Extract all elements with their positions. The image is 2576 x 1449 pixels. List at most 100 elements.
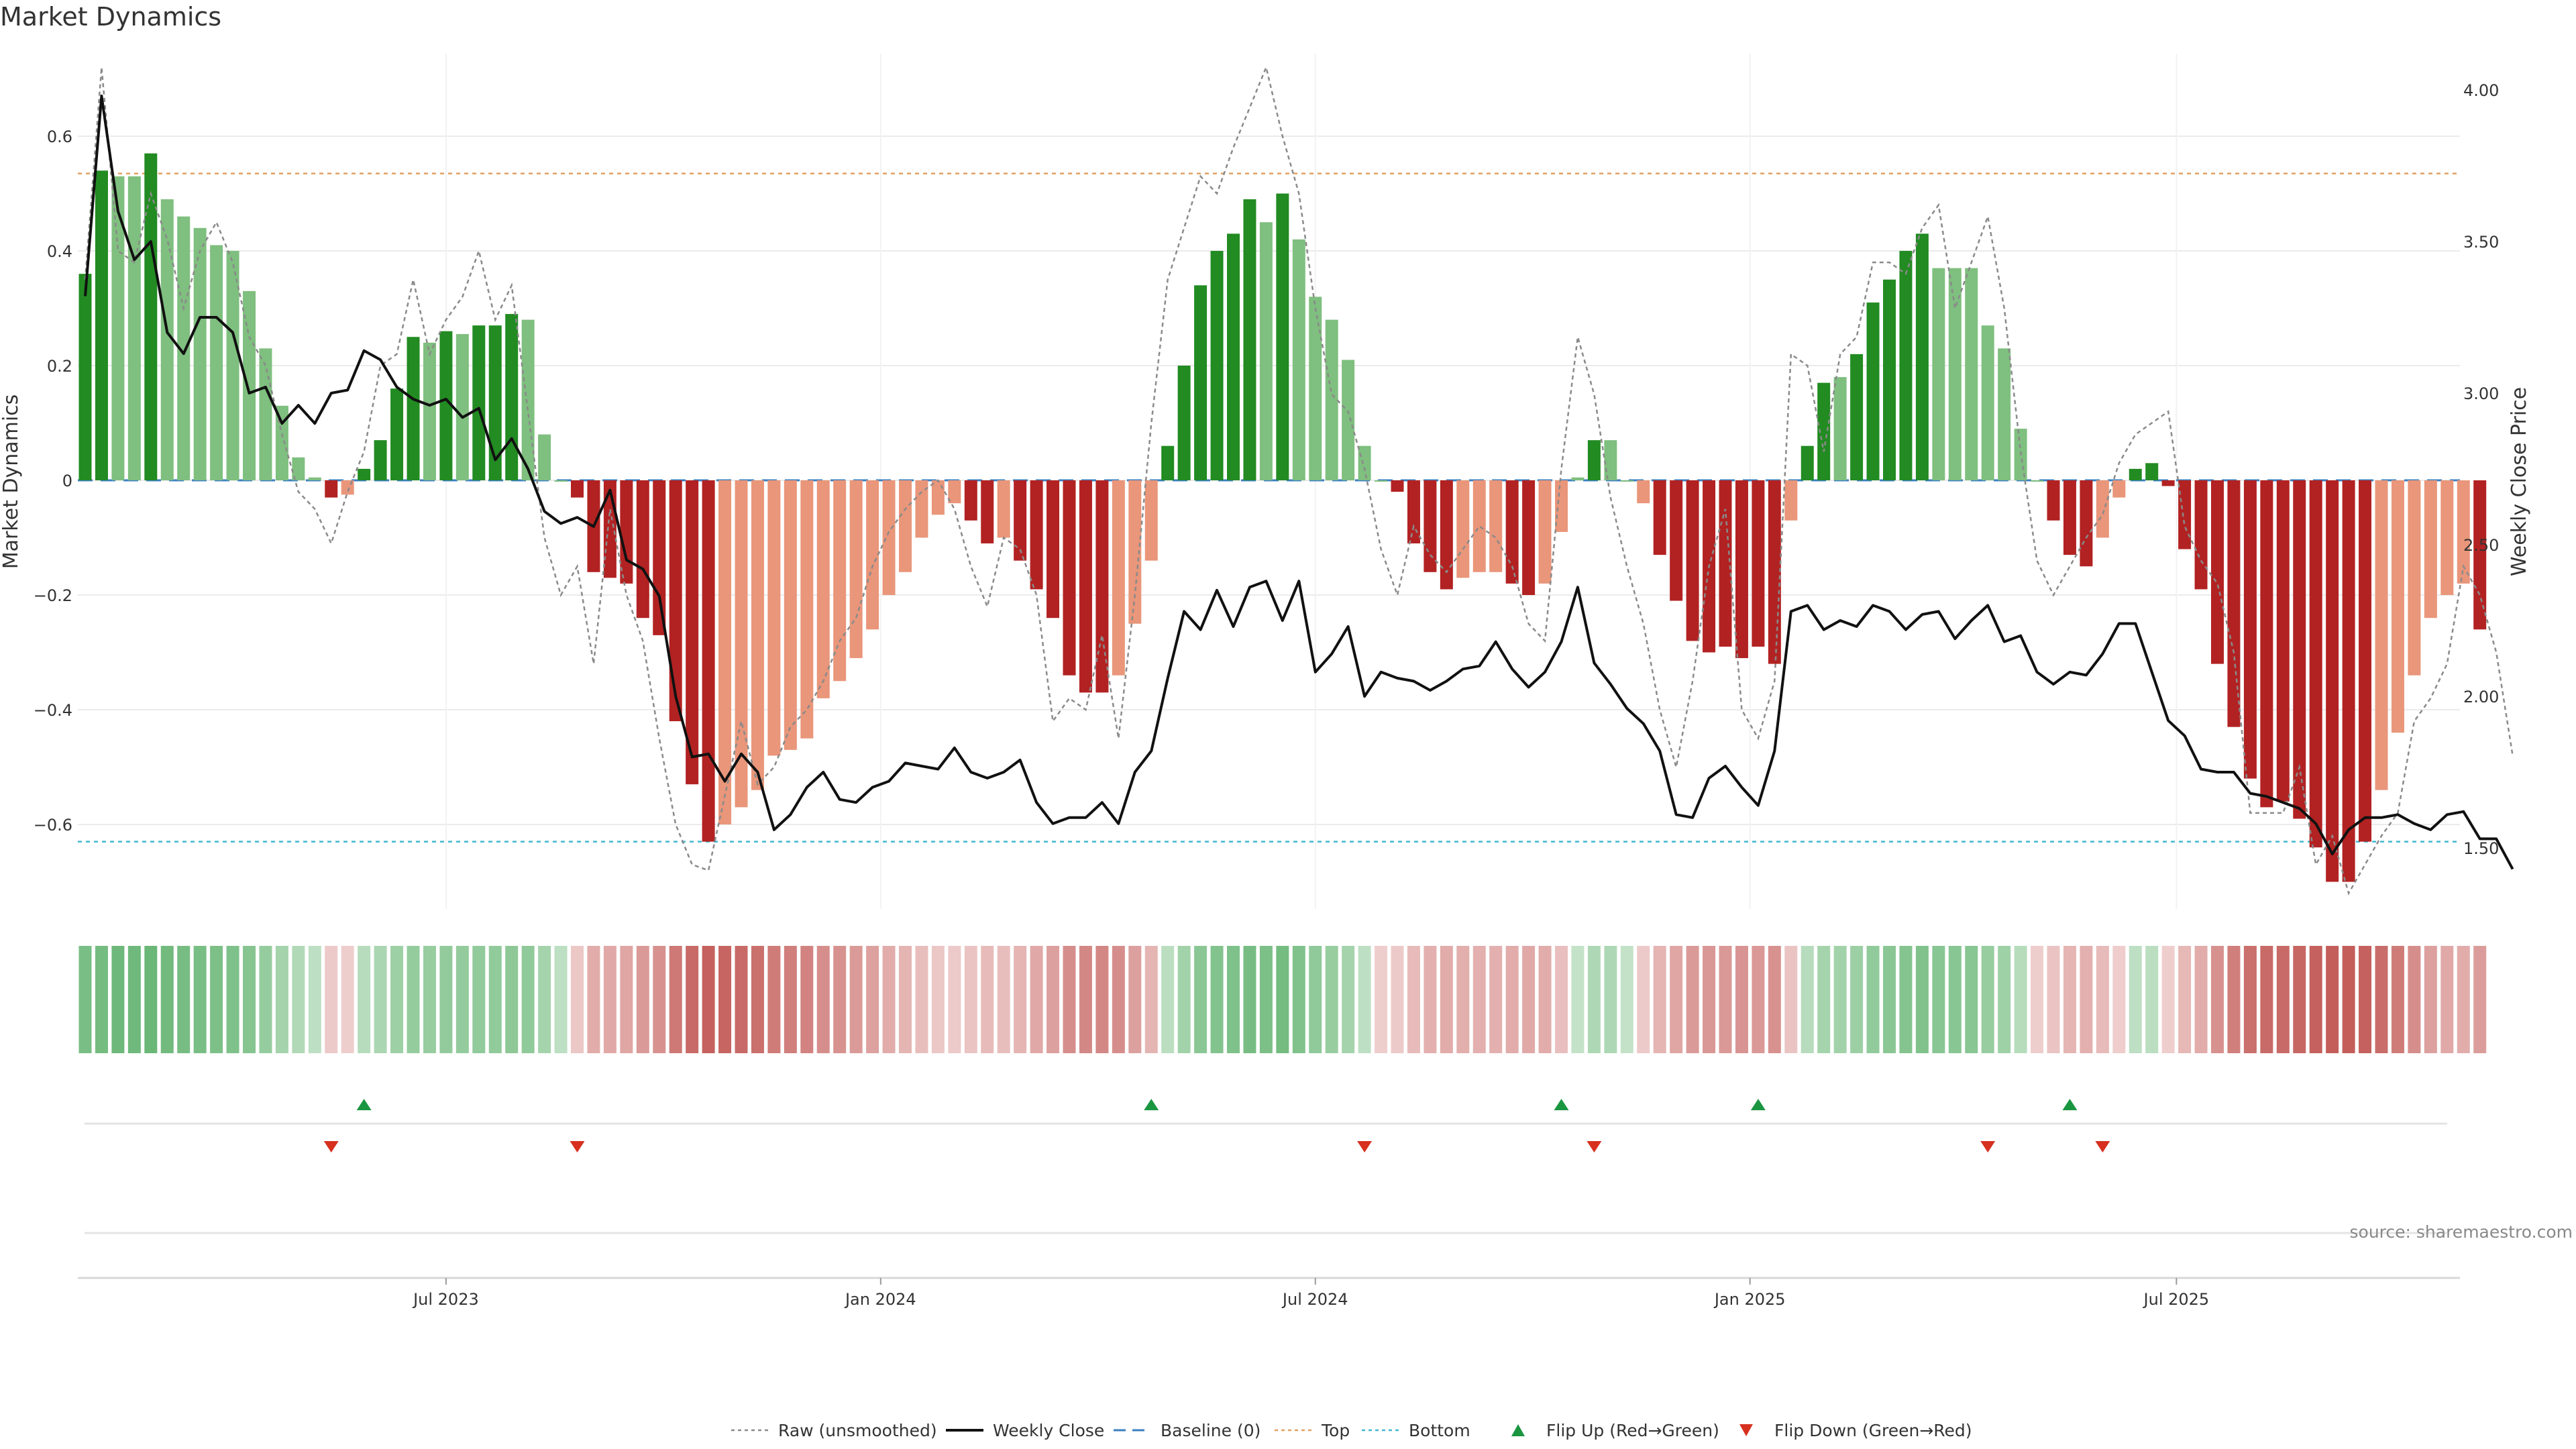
heat-cell	[1440, 946, 1453, 1053]
heat-cell	[767, 946, 781, 1053]
heat-cell	[1014, 946, 1027, 1053]
dynamics-bar	[849, 480, 863, 659]
heat-cell	[2391, 946, 2404, 1053]
flip-up-marker	[1144, 1099, 1159, 1110]
heat-cell	[2211, 946, 2224, 1053]
heat-cell	[1505, 946, 1519, 1053]
dynamics-bar	[472, 325, 486, 480]
heat-cell	[439, 946, 453, 1053]
dynamics-bar	[1243, 199, 1256, 480]
dynamics-bar	[571, 480, 584, 498]
y-tick-label-left: 0	[62, 472, 72, 490]
heat-cell	[2473, 946, 2487, 1053]
heat-cell	[1915, 946, 1929, 1053]
dynamics-bar	[407, 337, 420, 480]
heat-cell	[1391, 946, 1404, 1053]
dynamics-bar	[1571, 477, 1585, 480]
dynamics-bar	[1407, 480, 1420, 544]
heat-cell	[259, 946, 272, 1053]
heat-cell	[1161, 946, 1175, 1053]
dynamics-bar	[964, 480, 977, 521]
heat-cell	[2309, 946, 2322, 1053]
heat-cell	[1424, 946, 1437, 1053]
dynamics-bar	[866, 480, 879, 630]
heat-cell	[636, 946, 649, 1053]
dynamics-bar	[620, 480, 633, 584]
dynamics-bar	[882, 480, 896, 595]
dynamics-bar	[1046, 480, 1060, 619]
dynamics-bar	[2194, 480, 2208, 590]
heat-cell	[866, 946, 879, 1053]
dynamics-bar	[2145, 463, 2159, 480]
heat-cell	[1752, 946, 1765, 1053]
heat-cell	[1325, 946, 1338, 1053]
dynamics-bar	[2063, 480, 2076, 555]
heat-cell	[1555, 946, 1568, 1053]
flip-down-marker	[2095, 1141, 2110, 1152]
heat-cell	[1899, 946, 1913, 1053]
heat-cell	[193, 946, 207, 1053]
legend-label: Top	[1321, 1421, 1350, 1440]
dynamics-bar	[1014, 480, 1027, 561]
chart-title: Market Dynamics	[0, 2, 221, 32]
weekly-close-line	[84, 95, 2514, 870]
heat-cell	[2293, 946, 2306, 1053]
dynamics-bar	[1391, 480, 1404, 492]
dynamics-bar	[127, 176, 141, 480]
dynamics-bar	[1899, 251, 1913, 480]
dynamics-bar	[735, 480, 748, 808]
heat-cell	[1637, 946, 1650, 1053]
dynamics-bar	[1801, 445, 1814, 480]
heat-cell	[816, 946, 830, 1053]
heat-cell	[2260, 946, 2273, 1053]
heat-cell	[341, 946, 354, 1053]
heat-cell	[1604, 946, 1617, 1053]
dynamics-bar	[1063, 480, 1076, 676]
heat-cell	[1030, 946, 1043, 1053]
y-tick-label-left: 0.2	[47, 357, 72, 376]
heat-cell	[78, 946, 92, 1053]
dynamics-bars	[78, 153, 2487, 882]
heat-cell	[2080, 946, 2093, 1053]
heat-cell	[2375, 946, 2388, 1053]
heat-cell	[1998, 946, 2011, 1053]
x-tick-label: Jul 2025	[2143, 1290, 2210, 1309]
dynamics-bar	[997, 480, 1010, 538]
dynamics-bar	[505, 314, 519, 480]
dynamics-bar	[2047, 480, 2060, 521]
heat-cell	[1309, 946, 1322, 1053]
heat-cell	[1784, 946, 1798, 1053]
dynamics-bar	[308, 477, 321, 480]
y-tick-label-right: 2.50	[2463, 536, 2499, 555]
y-tick-label-left: −0.4	[34, 701, 72, 720]
y-tick-label-left: −0.2	[34, 586, 72, 605]
dynamics-bar	[636, 480, 649, 619]
heat-cell	[833, 946, 847, 1053]
dynamics-bar	[1112, 480, 1125, 676]
dynamics-bar	[2293, 480, 2306, 819]
dynamics-bar	[1440, 480, 1453, 590]
heat-cell	[2227, 946, 2241, 1053]
heat-cell	[1456, 946, 1470, 1053]
heat-cell	[2178, 946, 2192, 1053]
heat-cell	[2014, 946, 2027, 1053]
y-tick-label-left: −0.6	[34, 816, 72, 835]
heat-cell	[1243, 946, 1256, 1053]
dynamics-bar	[1276, 193, 1289, 480]
dynamics-bar	[455, 333, 469, 480]
heat-cell	[1768, 946, 1781, 1053]
heat-cell	[2243, 946, 2257, 1053]
heat-cell	[1063, 946, 1076, 1053]
heat-cell	[127, 946, 141, 1053]
dynamics-bar	[1686, 480, 1699, 641]
dynamics-bar	[2359, 480, 2372, 842]
dynamics-bar	[1079, 480, 1092, 693]
heat-cell	[1850, 946, 1864, 1053]
heat-cell	[292, 946, 305, 1053]
dynamics-bar	[1620, 480, 1633, 482]
heat-cell	[1358, 946, 1371, 1053]
y-axis-label-left: Market Dynamics	[0, 394, 23, 570]
dynamics-bar	[2096, 480, 2109, 538]
heat-cell	[587, 946, 600, 1053]
dynamics-bar	[2178, 480, 2192, 549]
